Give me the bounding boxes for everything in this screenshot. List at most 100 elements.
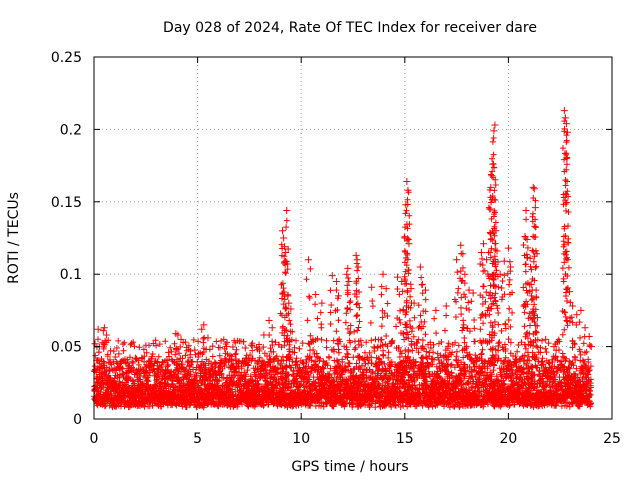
roti-point: [566, 288, 574, 296]
roti-point: [563, 298, 570, 305]
roti-point: [471, 317, 478, 324]
roti-point: [480, 283, 487, 290]
roti-point: [559, 145, 566, 152]
roti-point: [431, 315, 438, 322]
roti-point: [283, 206, 291, 214]
roti-point: [478, 312, 485, 319]
roti-point: [284, 261, 291, 268]
roti-point: [566, 318, 573, 325]
roti-point: [530, 331, 537, 338]
roti-point: [530, 185, 538, 193]
roti-point: [495, 284, 502, 291]
roti-point: [93, 344, 100, 351]
roti-point: [282, 270, 289, 277]
roti-point: [482, 298, 489, 305]
roti-point: [327, 287, 334, 294]
roti-point: [407, 285, 415, 293]
roti-point: [477, 314, 484, 321]
roti-point: [343, 270, 351, 278]
roti-point: [521, 309, 528, 316]
roti-point: [494, 305, 501, 312]
roti-point: [328, 346, 335, 353]
roti-point: [460, 317, 467, 324]
roti-point: [488, 235, 495, 242]
roti-point: [165, 348, 173, 356]
roti-point: [379, 314, 386, 321]
roti-point: [400, 307, 407, 314]
roti-point: [472, 338, 479, 345]
roti-point: [500, 257, 508, 265]
roti-point: [306, 293, 313, 300]
roti-point: [403, 297, 410, 304]
roti-point: [353, 256, 361, 264]
roti-point: [333, 328, 340, 335]
roti-point: [563, 128, 571, 136]
roti-point: [533, 342, 540, 349]
y-tick-label: 0.2: [60, 122, 82, 138]
roti-point: [489, 345, 496, 352]
roti-point: [507, 339, 514, 346]
roti-point: [490, 134, 497, 141]
roti-point: [523, 216, 530, 223]
roti-point: [403, 207, 410, 214]
roti-point: [493, 302, 500, 309]
roti-point: [560, 243, 567, 250]
roti-point: [490, 151, 497, 158]
roti-point: [550, 343, 558, 351]
roti-point: [403, 280, 410, 287]
roti-point: [466, 306, 473, 313]
roti-point: [571, 340, 578, 347]
roti-point: [383, 333, 390, 340]
roti-point: [351, 328, 358, 335]
roti-point: [442, 347, 449, 354]
roti-point: [496, 339, 503, 346]
roti-point: [287, 305, 295, 313]
roti-point: [458, 304, 465, 311]
roti-point: [406, 317, 413, 324]
roti-point: [307, 332, 314, 339]
roti-point: [577, 351, 584, 358]
roti-point: [563, 139, 570, 146]
roti-point: [509, 309, 516, 316]
roti-point: [469, 289, 477, 297]
roti-point: [577, 306, 585, 314]
roti-point: [526, 330, 533, 337]
roti-point: [405, 353, 412, 360]
roti-point: [407, 304, 414, 311]
roti-point: [562, 120, 570, 128]
roti-point: [267, 345, 274, 352]
roti-point: [287, 321, 294, 328]
roti-point: [534, 250, 541, 257]
roti-point: [312, 290, 320, 298]
roti-point: [353, 287, 360, 294]
roti-background-markers: [91, 336, 595, 411]
roti-point: [560, 107, 568, 115]
roti-point: [491, 294, 498, 301]
roti-point: [312, 337, 319, 344]
roti-point: [533, 263, 540, 270]
chart-title: Day 028 of 2024, Rate Of TEC Index for r…: [163, 20, 537, 36]
roti-point: [531, 301, 538, 308]
x-tick-label: 0: [90, 431, 99, 447]
roti-point: [312, 301, 319, 308]
roti-point: [270, 348, 277, 355]
roti-point: [455, 342, 462, 349]
roti-point: [422, 331, 429, 338]
roti-point: [422, 296, 429, 303]
roti-point: [507, 323, 514, 330]
roti-point: [417, 312, 424, 319]
roti-point: [543, 349, 550, 356]
roti-point: [562, 207, 569, 214]
y-axis-label: ROTI / TECUs: [6, 192, 22, 284]
roti-point: [521, 352, 528, 359]
roti-point: [402, 210, 409, 217]
roti-point: [416, 263, 424, 271]
data-points: [91, 107, 595, 364]
roti-point: [284, 292, 292, 300]
roti-point: [532, 197, 539, 204]
roti-point: [393, 323, 400, 330]
roti-point: [304, 256, 312, 264]
roti-point: [522, 268, 529, 275]
roti-point: [490, 127, 498, 135]
roti-point: [419, 290, 426, 297]
